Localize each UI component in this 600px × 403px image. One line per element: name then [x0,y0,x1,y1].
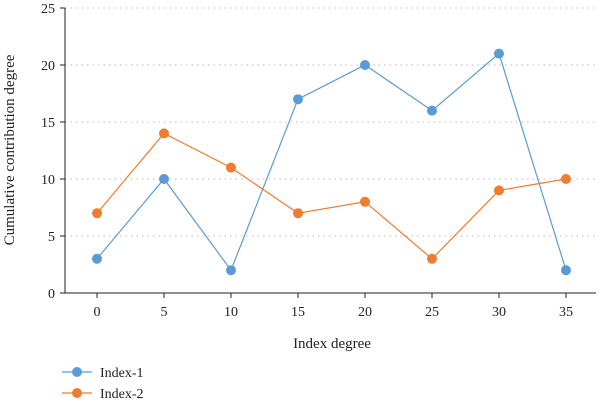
series-line-index-2 [96,132,567,260]
data-point-index-2-x30 [494,185,504,196]
data-point-index-2-x5 [159,128,169,139]
data-point-index-2-x0 [92,208,102,219]
legend-label-index-1: Index-1 [100,366,144,381]
series-line-index-1 [96,52,567,272]
y-tick-label-15: 15 [41,116,55,131]
series-index-2 [92,128,571,264]
y-axis-title: Cumulative contribution degree [2,54,18,245]
x-axis-title: Index degree [293,336,371,352]
data-point-index-1-x10 [226,265,236,276]
data-point-index-1-x30 [494,48,504,59]
legend: Index-1 Index-2 [62,366,144,402]
series-index-1 [92,48,571,276]
y-tick-labels: 0 5 10 15 20 25 [41,2,55,302]
x-tick-label-0: 0 [94,305,101,320]
data-point-index-2-x20 [360,196,370,207]
data-point-index-2-x10 [226,162,236,173]
series [92,48,571,276]
x-tick-label-30: 30 [492,305,506,320]
legend-item-index-2: Index-2 [62,387,144,402]
data-point-index-1-x5 [159,174,169,184]
legend-label-index-2: Index-2 [100,387,144,402]
y-tick-label-25: 25 [41,2,55,17]
data-point-index-1-x20 [360,60,370,70]
x-tick-label-25: 25 [425,305,439,320]
x-tick-label-15: 15 [291,305,305,320]
data-point-index-1-x35 [561,265,571,276]
y-tick-label-0: 0 [48,287,55,302]
data-point-index-2-x35 [561,174,571,184]
y-tick-label-20: 20 [41,59,55,74]
legend-item-index-1: Index-1 [62,366,144,381]
x-tick-labels: 0 5 10 15 20 25 30 35 [94,305,574,320]
legend-marker-index-2 [72,388,82,398]
legend-marker-index-1 [72,367,82,377]
y-tick-label-10: 10 [41,173,55,188]
data-point-index-2-x15 [293,208,303,219]
x-tick-label-35: 35 [559,305,573,320]
x-tick-label-10: 10 [224,305,238,320]
y-tick-label-5: 5 [48,230,55,245]
data-point-index-1-x15 [293,94,303,105]
x-tick-label-5: 5 [161,305,168,320]
data-point-index-1-x25 [427,105,437,116]
x-tick-label-20: 20 [358,305,372,320]
axes [60,7,596,298]
data-point-index-1-x0 [92,253,102,264]
data-point-index-2-x25 [427,253,437,264]
gridlines [65,7,596,237]
